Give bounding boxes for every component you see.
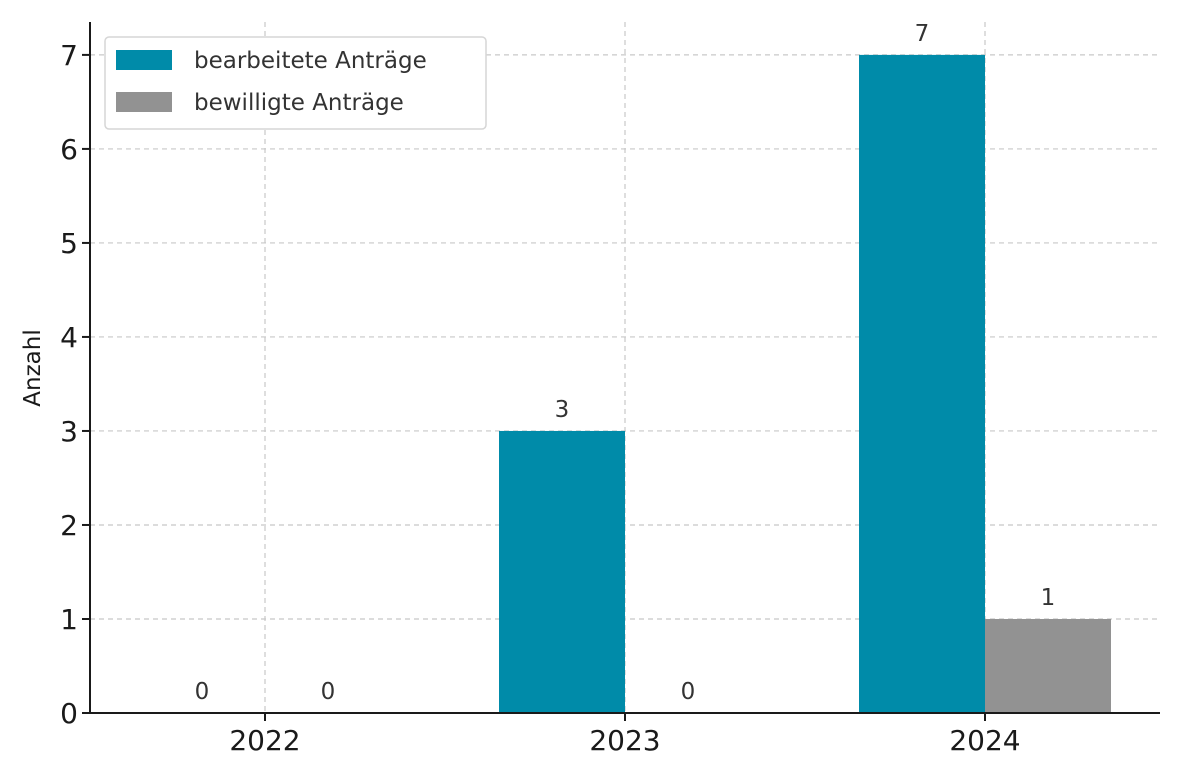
legend-box bbox=[104, 36, 487, 130]
legend: bearbeitete Anträge bewilligte Anträge bbox=[104, 36, 487, 130]
y-tick-label-3: 3 bbox=[60, 415, 78, 448]
x-tick-label-2023: 2023 bbox=[589, 724, 660, 757]
y-tick-label-5: 5 bbox=[60, 227, 78, 260]
axes-layer: 0 1 2 3 4 5 6 7 2022 2023 2024 bbox=[60, 22, 1160, 757]
legend-swatch-bewilligte bbox=[116, 92, 172, 112]
bar-bearbeitete-2023 bbox=[499, 430, 625, 713]
y-tick-label-1: 1 bbox=[60, 603, 78, 636]
bars-layer bbox=[499, 54, 1111, 713]
y-tick-label-2: 2 bbox=[60, 509, 78, 542]
y-axis-title: Anzahl bbox=[20, 329, 46, 406]
data-label-bearbeitete-2023: 3 bbox=[555, 397, 570, 423]
y-tick-label-6: 6 bbox=[60, 133, 78, 166]
legend-swatch-bearbeitete bbox=[116, 50, 172, 70]
legend-label-bewilligte: bewilligte Anträge bbox=[194, 90, 404, 116]
x-tick-label-2022: 2022 bbox=[229, 724, 300, 757]
bar-bearbeitete-2024 bbox=[859, 54, 985, 713]
data-labels-layer: 0 3 7 0 0 1 bbox=[195, 21, 1056, 705]
y-tick-label-0: 0 bbox=[60, 697, 78, 730]
bar-bewilligte-2024 bbox=[985, 618, 1111, 713]
data-label-bewilligte-2024: 1 bbox=[1041, 585, 1056, 611]
x-tick-label-2024: 2024 bbox=[949, 724, 1020, 757]
data-label-bewilligte-2022: 0 bbox=[321, 679, 336, 705]
data-label-bewilligte-2023: 0 bbox=[681, 679, 696, 705]
data-label-bearbeitete-2022: 0 bbox=[195, 679, 210, 705]
y-tick-label-7: 7 bbox=[60, 39, 78, 72]
legend-label-bearbeitete: bearbeitete Anträge bbox=[194, 48, 427, 74]
data-label-bearbeitete-2024: 7 bbox=[915, 21, 930, 47]
y-tick-label-4: 4 bbox=[60, 321, 78, 354]
